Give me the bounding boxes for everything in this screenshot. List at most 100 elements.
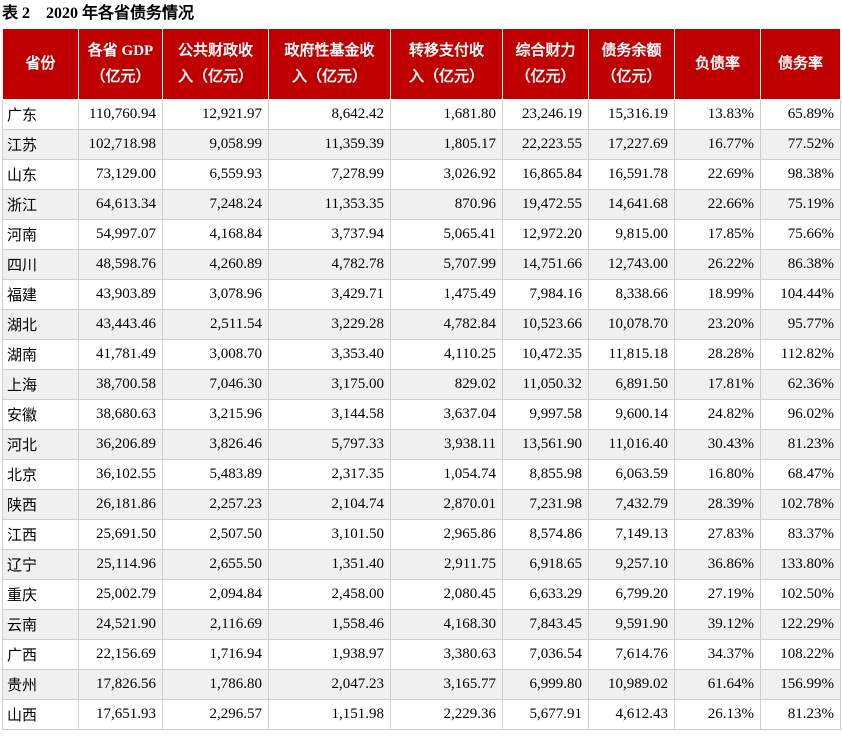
value-cell: 64,613.34 — [78, 189, 163, 220]
value-cell: 13.83% — [674, 99, 761, 130]
value-cell: 6,918.65 — [502, 549, 589, 580]
value-cell: 2,080.45 — [390, 579, 503, 610]
value-cell: 122.29% — [760, 609, 841, 640]
value-cell: 2,870.01 — [390, 489, 503, 520]
value-cell: 43,443.46 — [78, 309, 163, 340]
header-cell: 负债率 — [674, 28, 761, 100]
value-cell: 3,737.94 — [268, 219, 391, 250]
value-cell: 26,181.86 — [78, 489, 163, 520]
province-cell: 浙江 — [2, 189, 79, 220]
value-cell: 4,260.89 — [162, 249, 269, 280]
value-cell: 7,231.98 — [502, 489, 589, 520]
value-cell: 54,997.07 — [78, 219, 163, 250]
value-cell: 25,691.50 — [78, 519, 163, 550]
value-cell: 6,559.93 — [162, 159, 269, 190]
value-cell: 102.78% — [760, 489, 841, 520]
value-cell: 5,797.33 — [268, 429, 391, 460]
value-cell: 3,215.96 — [162, 399, 269, 430]
value-cell: 75.19% — [760, 189, 841, 220]
value-cell: 11,016.40 — [588, 429, 675, 460]
value-cell: 2,655.50 — [162, 549, 269, 580]
value-cell: 3,008.70 — [162, 339, 269, 370]
header-cell: 综合财力 （亿元） — [502, 28, 589, 100]
value-cell: 22,156.69 — [78, 639, 163, 670]
value-cell: 22.66% — [674, 189, 761, 220]
value-cell: 3,229.28 — [268, 309, 391, 340]
value-cell: 41,781.49 — [78, 339, 163, 370]
value-cell: 25,114.96 — [78, 549, 163, 580]
value-cell: 9,815.00 — [588, 219, 675, 250]
value-cell: 6,799.20 — [588, 579, 675, 610]
province-cell: 广西 — [2, 639, 79, 670]
value-cell: 102.50% — [760, 579, 841, 610]
value-cell: 16,865.84 — [502, 159, 589, 190]
value-cell: 4,110.25 — [390, 339, 503, 370]
header-text: 入（亿元） — [177, 69, 253, 85]
province-cell: 山西 — [2, 699, 79, 730]
header-cell: 政府性基金收 入（亿元） — [268, 28, 391, 100]
header-text: 入（亿元） — [408, 69, 484, 85]
value-cell: 7,278.99 — [268, 159, 391, 190]
value-cell: 9,591.90 — [588, 609, 675, 640]
header-text: （亿元） — [515, 69, 576, 85]
value-cell: 3,380.63 — [390, 639, 503, 670]
value-cell: 14,751.66 — [502, 249, 589, 280]
data-row: 河南 54,997.07 4,168.84 3,737.94 5,065.41 12,97… — [2, 219, 841, 250]
value-cell: 48,598.76 — [78, 249, 163, 280]
value-cell: 7,432.79 — [588, 489, 675, 520]
value-cell: 5,065.41 — [390, 219, 503, 250]
value-cell: 4,168.30 — [390, 609, 503, 640]
header-text: 政府性基金收 — [284, 43, 375, 59]
header-text: 省份 — [25, 56, 56, 72]
value-cell: 17,651.93 — [78, 699, 163, 730]
value-cell: 3,637.04 — [390, 399, 503, 430]
value-cell: 16.77% — [674, 129, 761, 160]
value-cell: 156.99% — [760, 669, 841, 700]
value-cell: 102,718.98 — [78, 129, 163, 160]
data-row: 北京 36,102.55 5,483.89 2,317.35 1,054.74 8,855… — [2, 459, 841, 490]
value-cell: 112.82% — [760, 339, 841, 370]
value-cell: 10,472.35 — [502, 339, 589, 370]
header-text: 各省 GDP — [87, 43, 154, 59]
value-cell: 36,102.55 — [78, 459, 163, 490]
value-cell: 2,047.23 — [268, 669, 391, 700]
data-row: 安徽 38,680.63 3,215.96 3,144.58 3,637.04 9,997… — [2, 399, 841, 430]
value-cell: 68.47% — [760, 459, 841, 490]
value-cell: 43,903.89 — [78, 279, 163, 310]
value-cell: 26.13% — [674, 699, 761, 730]
value-cell: 17.81% — [674, 369, 761, 400]
debt-table: 省份 各省 GDP （亿元） 公共财政收 入（亿元） 政府性基金收 入（亿元） 转移支付收 入（… — [2, 28, 841, 730]
value-cell: 870.96 — [390, 189, 503, 220]
value-cell: 23,246.19 — [502, 99, 589, 130]
value-cell: 104.44% — [760, 279, 841, 310]
header-cell: 转移支付收 入（亿元） — [390, 28, 503, 100]
value-cell: 2,229.36 — [390, 699, 503, 730]
value-cell: 65.89% — [760, 99, 841, 130]
value-cell: 11,353.35 — [268, 189, 391, 220]
value-cell: 4,168.84 — [162, 219, 269, 250]
value-cell: 7,149.13 — [588, 519, 675, 550]
value-cell: 1,938.97 — [268, 639, 391, 670]
value-cell: 16.80% — [674, 459, 761, 490]
value-cell: 23.20% — [674, 309, 761, 340]
value-cell: 73,129.00 — [78, 159, 163, 190]
value-cell: 75.66% — [760, 219, 841, 250]
data-row: 福建 43,903.89 3,078.96 3,429.71 1,475.49 7,984… — [2, 279, 841, 310]
value-cell: 6,063.59 — [588, 459, 675, 490]
province-cell: 陕西 — [2, 489, 79, 520]
value-cell: 8,574.86 — [502, 519, 589, 550]
value-cell: 28.39% — [674, 489, 761, 520]
province-cell: 江西 — [2, 519, 79, 550]
value-cell: 17,826.56 — [78, 669, 163, 700]
data-row: 重庆 25,002.79 2,094.84 2,458.00 2,080.45 6,633… — [2, 579, 841, 610]
value-cell: 11,815.18 — [588, 339, 675, 370]
value-cell: 1,558.46 — [268, 609, 391, 640]
value-cell: 6,633.29 — [502, 579, 589, 610]
value-cell: 108.22% — [760, 639, 841, 670]
header-row: 省份 各省 GDP （亿元） 公共财政收 入（亿元） 政府性基金收 入（亿元） 转移支付收 入（… — [2, 28, 841, 100]
data-row: 上海 38,700.58 7,046.30 3,175.00 829.02 11,050.… — [2, 369, 841, 400]
value-cell: 11,359.39 — [268, 129, 391, 160]
value-cell: 3,165.77 — [390, 669, 503, 700]
data-row: 陕西 26,181.86 2,257.23 2,104.74 2,870.01 7,231… — [2, 489, 841, 520]
